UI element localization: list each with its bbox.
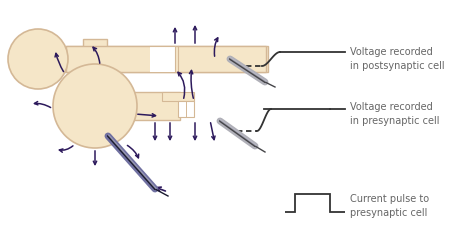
Text: Current pulse to
presynaptic cell: Current pulse to presynaptic cell	[350, 194, 429, 218]
Text: Voltage recorded
in presynaptic cell: Voltage recorded in presynaptic cell	[350, 102, 439, 126]
Bar	[178, 101, 194, 117]
Bar	[83, 39, 107, 69]
Bar	[162, 92, 194, 101]
Bar	[95, 92, 180, 120]
Circle shape	[53, 64, 137, 148]
Circle shape	[8, 29, 68, 89]
Bar	[38, 46, 268, 72]
Bar	[150, 46, 175, 72]
Bar	[66, 46, 266, 72]
Text: Voltage recorded
in postsynaptic cell: Voltage recorded in postsynaptic cell	[350, 47, 445, 71]
